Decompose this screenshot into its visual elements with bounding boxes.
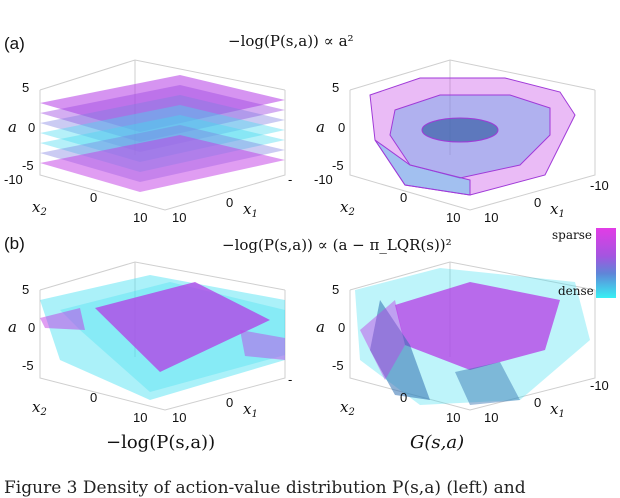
axis-a-left-a: a bbox=[8, 118, 17, 136]
tick-a-right-0: 0 bbox=[338, 120, 346, 135]
tick-b-right-5: 5 bbox=[332, 282, 340, 297]
axis-b-right-x1: x1 bbox=[550, 400, 565, 420]
axis-b-right-a: a bbox=[316, 318, 325, 336]
tick-b-right-x2-0: 0 bbox=[400, 390, 408, 405]
tick-b-left-x1-10: 10 bbox=[172, 410, 187, 425]
tick-b-right-x2-10: 10 bbox=[446, 410, 461, 425]
tick-a-right-m10: -10 bbox=[314, 172, 333, 187]
tick-a-left-x2-10: 10 bbox=[133, 210, 148, 225]
tilted-planes bbox=[40, 275, 285, 400]
tick-a-left-5: 5 bbox=[22, 80, 30, 95]
tick-a-left-x1-0: 0 bbox=[226, 195, 234, 210]
axis-b-left-x2: x2 bbox=[32, 398, 47, 418]
tick-b-right-x1-0: 0 bbox=[534, 395, 542, 410]
panel-label-b: (b) bbox=[4, 234, 25, 253]
axis-a-left-x2: x2 bbox=[32, 198, 47, 218]
octagon-surface bbox=[369, 77, 576, 196]
axis-a-left-x1: x1 bbox=[243, 200, 258, 220]
axis-a-right-x2: x2 bbox=[340, 198, 355, 218]
tick-b-right-x1-10: 10 bbox=[484, 410, 499, 425]
formula-b: −log(P(s,a)) ∝ (a − π_LQR(s))² bbox=[222, 236, 452, 254]
tick-a-left-0: 0 bbox=[28, 120, 36, 135]
tick-b-left-m10-trunc: - bbox=[288, 372, 293, 387]
tick-b-left-m5: -5 bbox=[22, 358, 34, 373]
axis-b-left-a: a bbox=[8, 318, 17, 336]
tick-a-right-x1-0: 0 bbox=[534, 195, 542, 210]
caption-fragment: Figure 3 Density of action-value distrib… bbox=[4, 478, 526, 498]
subtitle-right: G(s,a) bbox=[410, 432, 465, 453]
colorbar-label-sparse: sparse bbox=[552, 228, 592, 242]
tick-a-right-5: 5 bbox=[332, 80, 340, 95]
axis-b-left-x1: x1 bbox=[243, 400, 258, 420]
colorbar-label-dense: dense bbox=[558, 284, 594, 298]
tick-b-right-m10-edge: -10 bbox=[590, 378, 609, 393]
g-surface bbox=[355, 268, 590, 405]
tick-b-left-x1-0: 0 bbox=[226, 395, 234, 410]
axis-a-right-x1: x1 bbox=[550, 200, 565, 220]
panel-label-a: (a) bbox=[4, 34, 25, 53]
colorbar bbox=[596, 228, 616, 298]
tick-b-left-0: 0 bbox=[28, 320, 36, 335]
tick-a-left-m5: -5 bbox=[22, 158, 34, 173]
subtitle-left: −log(P(s,a)) bbox=[106, 432, 216, 453]
formula-a: −log(P(s,a)) ∝ a² bbox=[228, 32, 354, 50]
tick-b-left-x2-0: 0 bbox=[90, 390, 98, 405]
tick-a-left-m10-trunc: - bbox=[288, 172, 293, 187]
tick-a-left-m10: -10 bbox=[4, 172, 23, 187]
tick-a-right-x2-10: 10 bbox=[446, 210, 461, 225]
tick-b-right-m5: -5 bbox=[332, 358, 344, 373]
tick-a-right-m5: -5 bbox=[332, 158, 344, 173]
tick-b-right-0: 0 bbox=[338, 320, 346, 335]
tick-a-right-x2-0: 0 bbox=[400, 190, 408, 205]
tick-a-right-x1-10: 10 bbox=[484, 210, 499, 225]
stacked-planes bbox=[40, 75, 285, 192]
tick-a-right-m10-edge: -10 bbox=[590, 178, 609, 193]
tick-a-left-x2-0: 0 bbox=[90, 190, 98, 205]
axis-a-right-a: a bbox=[316, 118, 325, 136]
tick-b-left-x2-10: 10 bbox=[133, 410, 148, 425]
axis-b-right-x2: x2 bbox=[340, 398, 355, 418]
tick-b-left-5: 5 bbox=[22, 282, 30, 297]
tick-a-left-x1-10: 10 bbox=[172, 210, 187, 225]
